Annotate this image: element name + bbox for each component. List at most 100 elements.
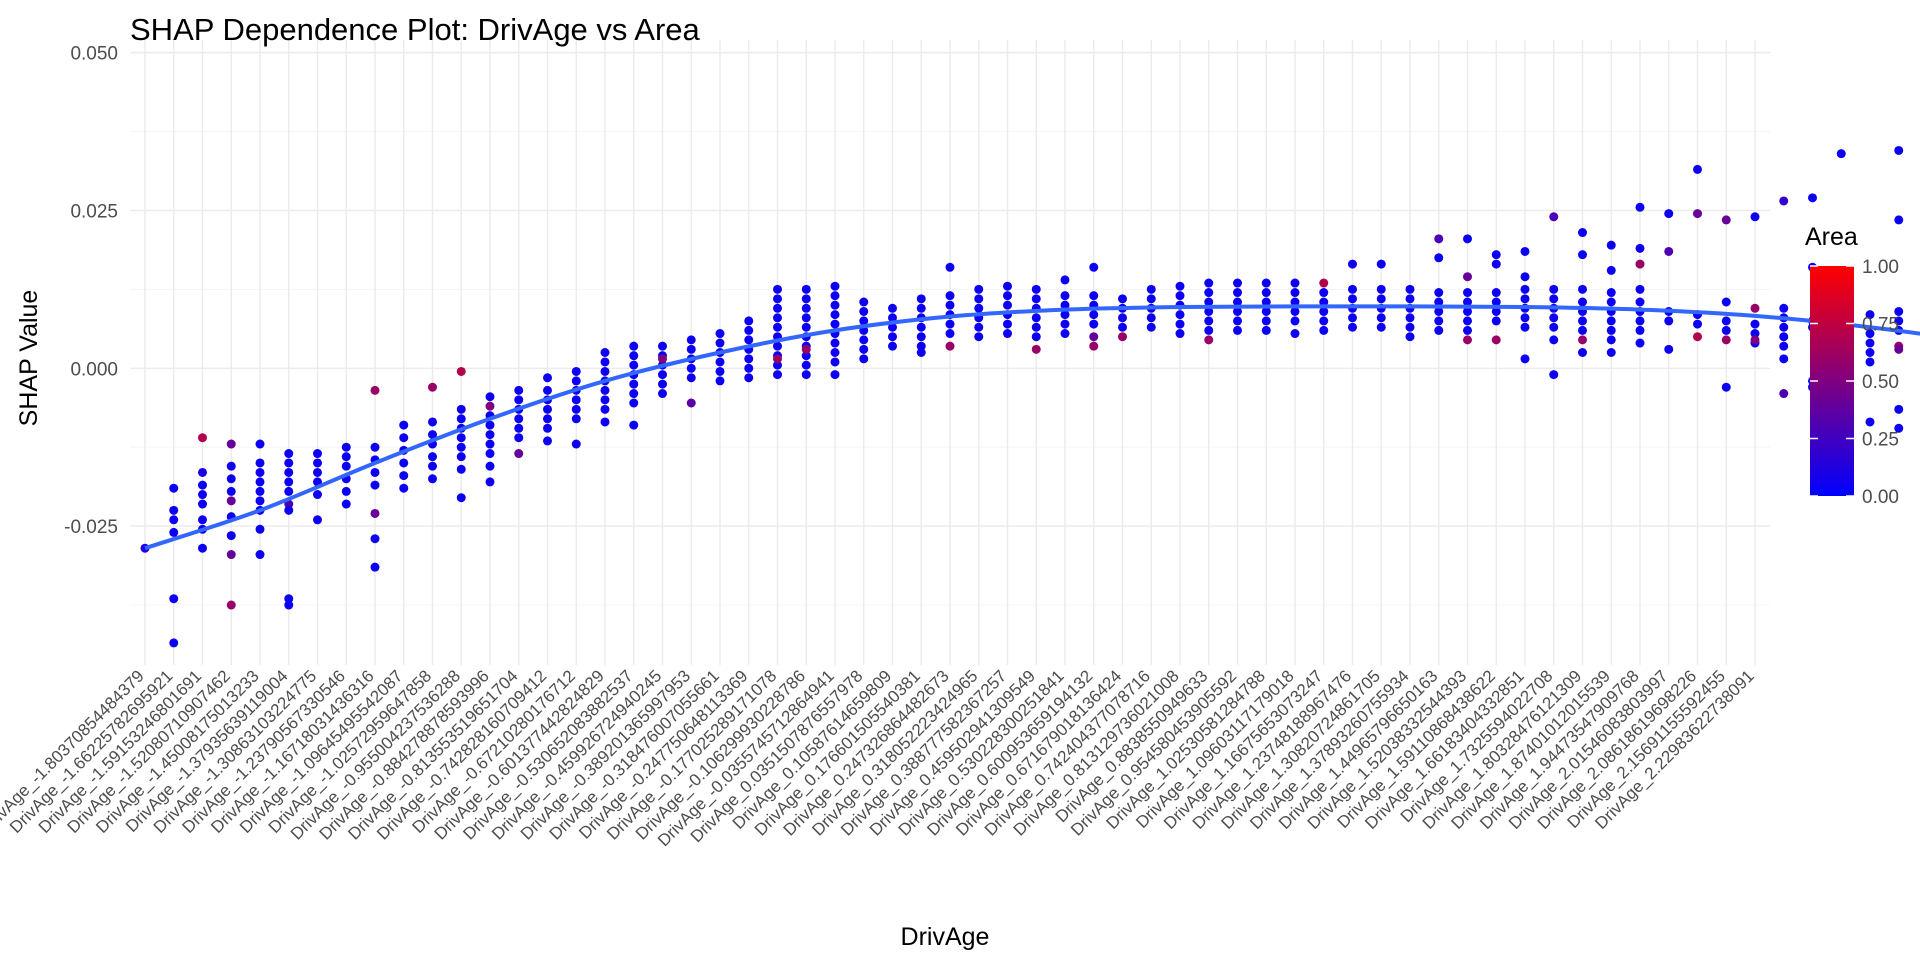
data-point	[1578, 316, 1587, 326]
data-point	[974, 332, 984, 342]
color-legend: Area 1.00 0.75 0.50 0.25 0.00	[1805, 223, 1899, 508]
data-point	[686, 344, 696, 354]
data-point	[1491, 250, 1501, 260]
data-point	[1635, 284, 1645, 294]
data-point	[370, 508, 380, 518]
data-point	[600, 385, 610, 395]
data-point	[399, 433, 409, 443]
data-point	[1060, 275, 1070, 285]
data-point	[571, 414, 581, 424]
data-point	[1290, 329, 1300, 339]
data-point	[1635, 338, 1645, 348]
data-point	[169, 638, 179, 648]
data-point	[1319, 278, 1329, 288]
data-point	[1031, 322, 1041, 332]
data-point	[1491, 316, 1501, 326]
data-point	[629, 379, 639, 389]
data-point	[1348, 322, 1357, 332]
data-point	[1348, 284, 1357, 294]
data-point	[600, 366, 610, 376]
data-point	[1319, 316, 1329, 326]
data-point	[370, 442, 380, 452]
data-point	[1031, 344, 1041, 354]
data-point	[1463, 288, 1472, 298]
data-point	[1405, 313, 1415, 323]
data-point	[600, 417, 610, 427]
data-point	[1031, 313, 1041, 323]
data-point	[1779, 332, 1789, 342]
data-point	[543, 404, 552, 414]
data-point	[629, 420, 639, 430]
data-point	[744, 335, 754, 345]
data-point	[629, 389, 639, 399]
data-point	[543, 373, 552, 383]
data-point	[313, 515, 322, 525]
data-point	[629, 341, 639, 351]
data-point	[1520, 272, 1530, 282]
data-point	[916, 322, 926, 332]
data-point	[658, 389, 667, 399]
data-point	[1664, 246, 1674, 256]
data-point	[1434, 316, 1444, 326]
x-axis-title: DrivAge	[901, 923, 990, 951]
data-point	[1463, 325, 1472, 335]
data-point	[198, 490, 207, 500]
data-point	[1204, 325, 1214, 335]
data-point	[1118, 322, 1127, 332]
data-point	[1233, 325, 1242, 335]
data-point	[715, 329, 725, 339]
data-point	[1578, 348, 1587, 357]
data-point	[1635, 325, 1645, 335]
y-tick-label: 0.050	[70, 44, 118, 65]
data-point	[1233, 297, 1242, 307]
data-point	[1779, 354, 1789, 364]
data-point	[945, 262, 955, 272]
data-point	[284, 486, 294, 496]
data-point	[1491, 297, 1501, 307]
data-point	[571, 366, 581, 376]
data-point	[1635, 202, 1645, 212]
data-point	[1003, 329, 1012, 339]
legend-tick-label: 0.25	[1862, 430, 1899, 451]
data-point	[284, 600, 294, 610]
data-point	[1175, 281, 1185, 291]
data-point	[514, 449, 524, 459]
y-axis-title: SHAP Value	[15, 290, 43, 427]
data-point	[945, 341, 955, 351]
data-point	[859, 306, 869, 316]
data-point	[945, 329, 955, 339]
data-point	[1146, 284, 1156, 294]
data-point	[1721, 382, 1731, 392]
data-point	[1204, 288, 1214, 298]
data-point	[1865, 357, 1875, 367]
y-tick-label: 0.025	[70, 201, 118, 222]
data-point	[801, 313, 811, 323]
data-point	[715, 357, 725, 367]
data-point	[543, 385, 552, 395]
data-point	[1894, 404, 1904, 414]
data-point	[773, 370, 782, 380]
data-point	[1549, 370, 1559, 380]
data-point	[945, 291, 955, 301]
data-point	[370, 467, 380, 477]
data-point	[341, 461, 351, 471]
data-point	[1836, 149, 1846, 159]
data-point	[1233, 278, 1242, 288]
data-point	[456, 433, 466, 443]
data-point	[830, 319, 840, 329]
data-point	[658, 341, 667, 351]
data-point	[1463, 234, 1472, 244]
legend-ticks: 1.00 0.75 0.50 0.25 0.00	[1810, 257, 1899, 508]
data-point	[226, 531, 236, 541]
data-point	[571, 376, 581, 386]
data-point	[1261, 316, 1271, 326]
data-point	[1319, 297, 1329, 307]
data-point	[399, 420, 409, 430]
data-point	[1031, 294, 1041, 304]
data-point	[1434, 234, 1444, 244]
data-point	[1003, 291, 1012, 301]
data-point	[255, 486, 265, 496]
data-point	[1290, 306, 1300, 316]
